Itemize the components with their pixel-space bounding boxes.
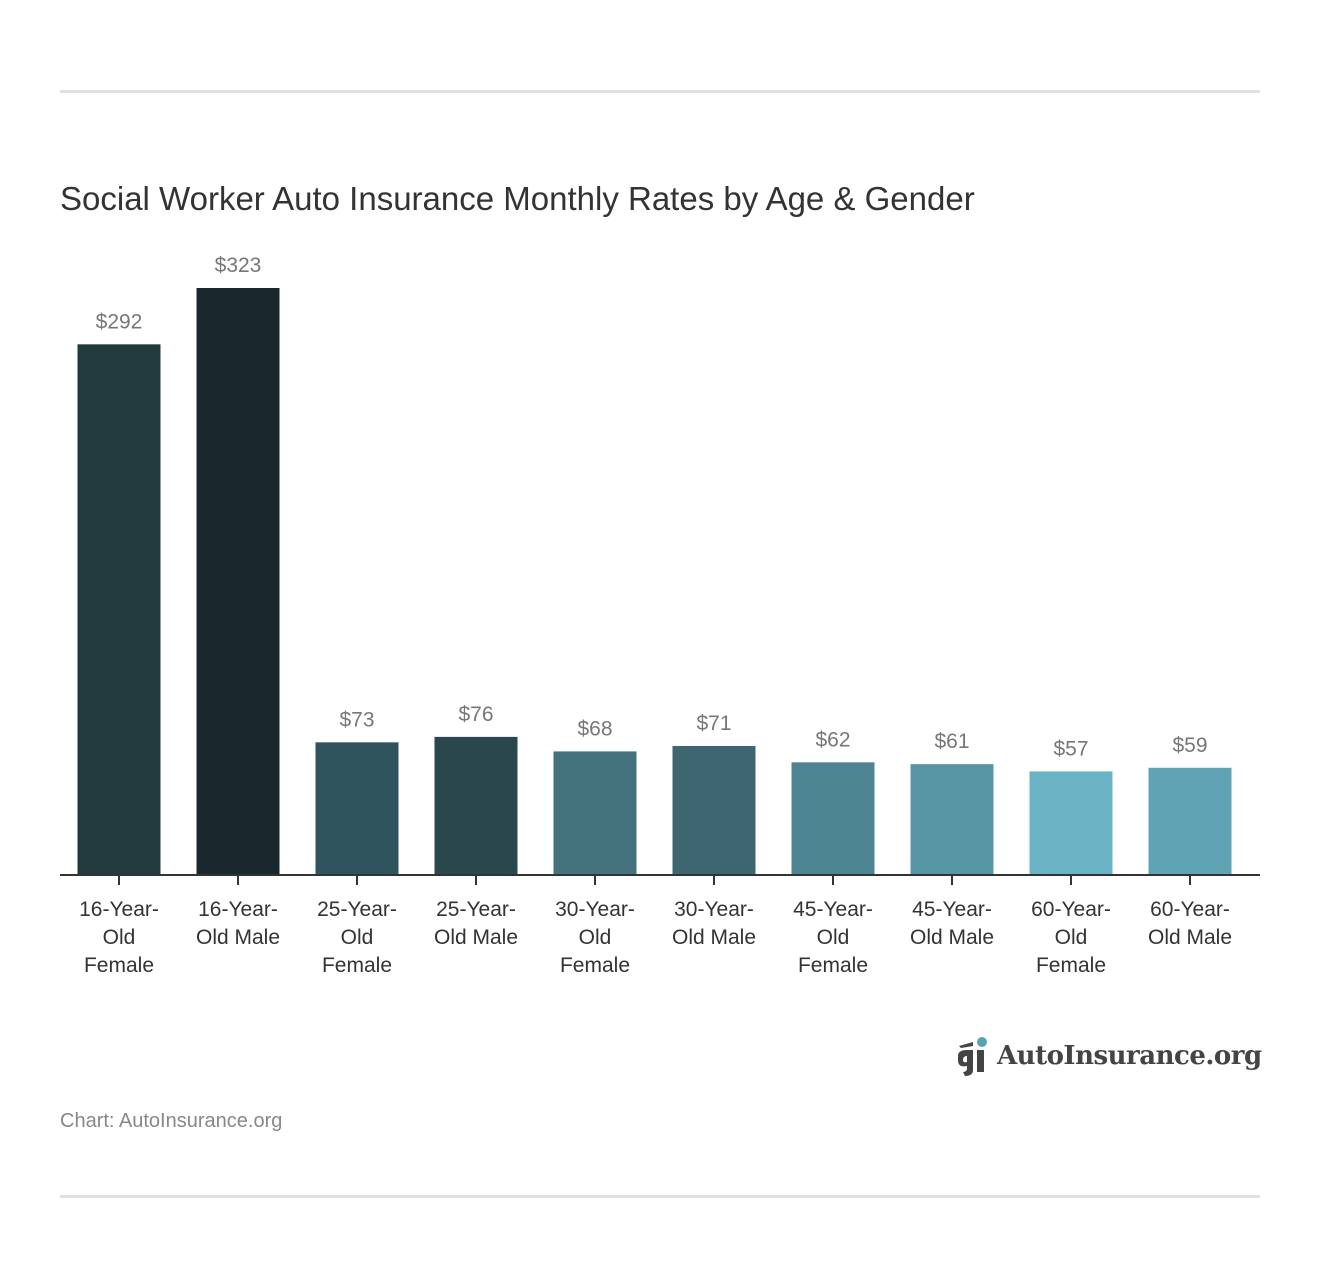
value-label: $73 — [339, 708, 374, 731]
category-label: 16-Year-Old Female — [79, 898, 159, 977]
bar — [791, 762, 875, 875]
category-label: 45-Year-Old Male — [909, 898, 995, 949]
category-label: 30-Year-Old Male — [671, 898, 757, 949]
value-label: $59 — [1172, 734, 1207, 757]
bar-chart: $292 $323 $73 $76 $68 $71 $62 $61 $57 $59 — [60, 254, 1260, 885]
category-label: 45-Year-Old Female — [793, 898, 873, 977]
source-note: Chart: AutoInsurance.org — [60, 1110, 283, 1132]
top-divider — [60, 90, 1260, 93]
bar — [315, 742, 399, 875]
bottom-divider — [60, 1195, 1260, 1198]
bar — [77, 344, 161, 875]
bar — [910, 764, 994, 875]
value-label: $323 — [215, 254, 262, 277]
value-label: $71 — [696, 712, 731, 735]
value-label: $61 — [934, 730, 969, 753]
value-label: $57 — [1053, 737, 1088, 760]
category-label: 30-Year-Old Female — [555, 898, 635, 977]
category-label: 60-Year-Old Female — [1031, 898, 1111, 977]
category-label: 25-Year-Old Female — [317, 898, 397, 977]
chart-title: Social Worker Auto Insurance Monthly Rat… — [60, 180, 975, 218]
value-label: $68 — [577, 717, 612, 740]
bar — [553, 751, 637, 875]
bar — [434, 736, 518, 875]
bar — [1029, 771, 1113, 875]
category-label: 60-Year-Old Male — [1147, 898, 1233, 949]
value-label: $292 — [96, 310, 143, 333]
bar — [672, 745, 756, 875]
category-label: 16-Year-Old Male — [195, 898, 281, 949]
bar — [1148, 767, 1232, 875]
value-label: $76 — [458, 703, 493, 726]
value-label: $62 — [815, 728, 850, 751]
category-label: 25-Year-Old Male — [433, 898, 519, 949]
logo-icon — [958, 1037, 987, 1076]
logo-text: AutoInsurance.org — [997, 1041, 1262, 1071]
bar — [196, 288, 280, 875]
logo: AutoInsurance.org — [955, 1036, 1262, 1076]
